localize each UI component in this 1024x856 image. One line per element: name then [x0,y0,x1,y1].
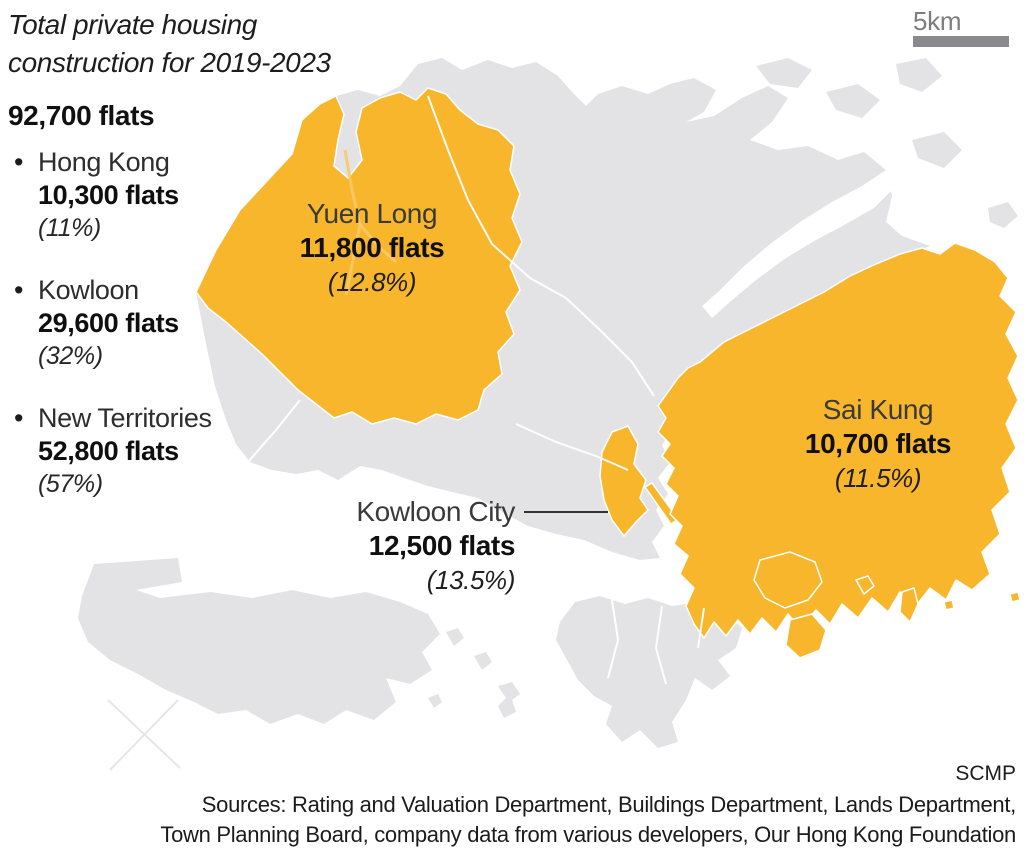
scale-bar [913,36,1009,47]
tolo-channel [702,170,892,318]
district-value: 12,500 flats [368,530,516,561]
title-line-2: construction for 2019-2023 [8,47,331,78]
border-tuenmun-yuenlong [247,399,301,463]
legend-item-kowloon: • Kowloon 29,600 flats (32%) [14,274,274,373]
legend-pct: (57%) [38,470,103,498]
district-name: Kowloon City [356,496,515,527]
district-sai-kung-shape [657,242,1019,639]
bullet-icon: • [14,403,24,433]
credit-scmp: SCMP [955,762,1016,785]
island-mirs-bay-3 [896,58,942,92]
district-kowloon-city-shape [599,425,649,537]
border-hki-3 [697,607,705,649]
sai-kung-island-4 [899,587,919,623]
legend-pct: (11%) [38,214,101,242]
legend-name: New Territories [38,403,212,433]
border-north-taipo [427,95,567,299]
sai-kung-island-5 [943,599,955,611]
legend-value: 10,300 flats [38,180,179,210]
label-kowloon-city: Kowloon City 12,500 flats (13.5%) [295,495,515,597]
district-border-lines [247,95,705,685]
sources-line-2: Town Planning Board, company data from v… [160,822,1016,847]
district-value: 10,700 flats [804,428,952,459]
island-peng-chau [446,628,464,646]
label-sai-kung: Sai Kung 10,700 flats (11.5%) [758,393,998,495]
island-mirs-bay-4 [912,132,962,168]
label-yuen-long: Yuen Long 11,800 flats (12.8%) [252,197,492,299]
legend-value: 29,600 flats [38,308,179,338]
island-cheung-chau [498,682,520,718]
district-name: Yuen Long [306,198,438,229]
island-small-west [428,694,442,708]
bullet-icon: • [14,275,24,305]
island-mirs-bay-1 [756,58,812,88]
district-name: Sai Kung [822,394,934,425]
sai-kung-island-6 [1009,591,1021,603]
island-mirs-bay-2 [826,84,880,118]
kowloon-city-leader-line [524,511,608,513]
legend-pct: (32%) [38,342,103,370]
district-value: 11,800 flats [299,232,445,263]
legend-item-new-territories: • New Territories 52,800 flats (57%) [14,402,274,501]
sources-line-1: Sources: Rating and Valuation Department… [201,792,1017,817]
bullet-icon: • [14,147,24,177]
sea-boundary-lines [107,699,181,771]
sai-kung-island-3 [855,575,875,595]
border-shatin-kowloon [515,423,629,471]
sai-kung-island-2 [785,613,827,659]
border-hki-1 [607,599,620,679]
legend-name: Kowloon [38,275,139,305]
island-mirs-bay-5 [988,202,1018,228]
landmass-lantau [78,558,440,724]
district-pct: (12.8%) [327,267,417,297]
legend-item-hong-kong: • Hong Kong 10,300 flats (11%) [14,146,274,245]
border-taipo-shatin [565,297,655,397]
river-lines [343,149,397,296]
sai-kung-island-1 [753,551,823,609]
scale-label: 5km [913,6,962,36]
chart-title: Total private housing construction for 2… [8,6,331,82]
island-hei-ling-chau [474,652,492,670]
landmass-hong-kong-island [556,596,742,748]
legend-value: 52,800 flats [38,436,179,466]
title-line-1: Total private housing [8,9,257,40]
total-flats: 92,700 flats [8,100,155,131]
district-yuen-long-shape [195,87,523,425]
border-hki-2 [654,605,667,685]
district-pct: (13.5%) [426,565,516,595]
legend-name: Hong Kong [38,147,170,177]
district-pct: (11.5%) [834,463,922,493]
highlight-districts [195,87,1021,659]
